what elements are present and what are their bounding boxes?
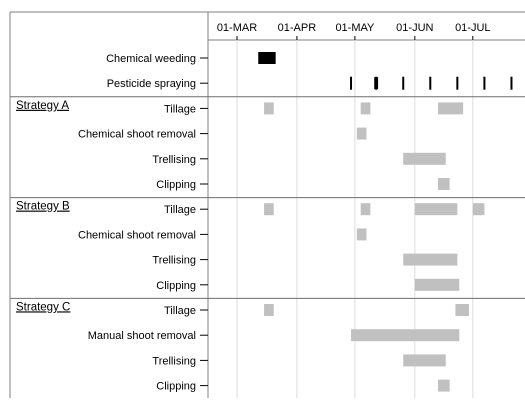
task-bar <box>351 329 460 342</box>
task-bar <box>403 152 446 165</box>
row-label: Chemical shoot removal <box>78 229 196 241</box>
task-bar <box>356 127 367 140</box>
task-bar <box>438 178 450 190</box>
row-label: Manual shoot removal <box>88 330 196 342</box>
task-bar <box>403 354 446 367</box>
spray-event <box>402 76 405 90</box>
spray-event <box>375 76 378 90</box>
spray-event <box>510 76 513 90</box>
strategy-title: Strategy A <box>16 100 69 112</box>
row-label: Tillage <box>164 204 196 216</box>
task-bar <box>438 379 450 392</box>
task-bar <box>264 203 274 216</box>
x-tick-label: 01-APR <box>278 22 317 34</box>
row-label: Clipping <box>156 179 196 191</box>
spray-event <box>429 76 432 90</box>
strategy-title: Strategy B <box>16 201 70 213</box>
task-bar <box>360 203 371 216</box>
row-label: Chemical shoot removal <box>78 129 196 141</box>
task-bar <box>438 102 464 115</box>
strategy-title: Strategy C <box>16 301 70 313</box>
task-bar <box>414 203 458 216</box>
task-bar <box>258 52 276 64</box>
spray-event <box>350 76 353 90</box>
row-label: Pesticide spraying <box>107 78 196 90</box>
task-bar <box>455 304 469 316</box>
x-tick-label: 01-MAY <box>335 22 375 34</box>
task-bar <box>403 253 458 266</box>
task-bar <box>360 102 371 115</box>
row-label: Trellising <box>152 255 196 267</box>
row-label: Clipping <box>156 381 196 393</box>
row-label: Trellising <box>152 154 196 166</box>
spray-event <box>483 76 486 90</box>
x-tick-label: 01-JUN <box>396 22 433 34</box>
x-tick-label: 01-JUL <box>455 22 490 34</box>
task-bar <box>264 102 274 115</box>
row-label: Tillage <box>164 103 196 115</box>
spray-event <box>456 76 459 90</box>
task-bar <box>264 304 274 316</box>
row-label: Trellising <box>152 355 196 367</box>
row-label: Chemical weeding <box>106 53 196 65</box>
task-bar <box>414 278 460 291</box>
task-bar <box>356 228 367 241</box>
task-bar <box>472 203 485 216</box>
row-label: Tillage <box>164 305 196 317</box>
row-label: Clipping <box>156 280 196 292</box>
x-tick-label: 01-MAR <box>217 22 257 34</box>
